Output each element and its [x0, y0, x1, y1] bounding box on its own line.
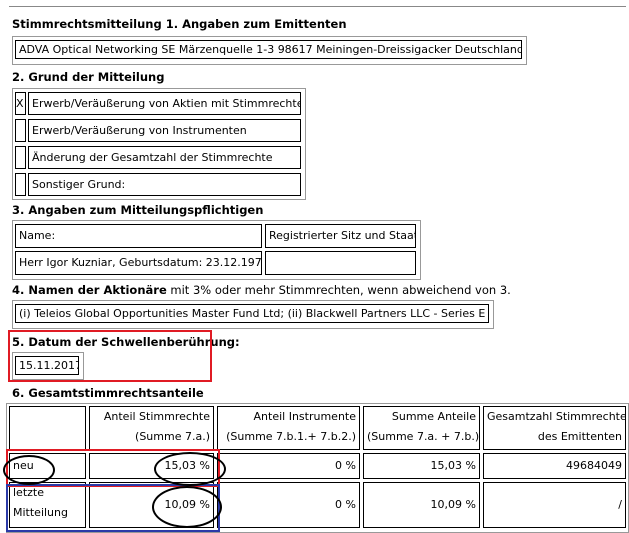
- seat-value: [265, 251, 416, 275]
- circle-last-voting: [152, 486, 222, 528]
- section4-title-rest: mit 3% oder mehr Stimmrechten, wenn abwe…: [166, 283, 511, 297]
- section5-title: 5. Datum der Schwellenberührung:: [12, 335, 240, 349]
- reason-label-1: Erwerb/Veräußerung von Aktien mit Stimmr…: [28, 92, 301, 115]
- reason-label-3: Änderung der Gesamtzahl der Stimmrechte: [28, 146, 301, 169]
- issuer-frame: ADVA Optical Networking SE Märzenquelle …: [12, 36, 527, 65]
- row-last-instruments: 0 %: [217, 482, 360, 528]
- section4-title: 4. Namen der Aktionäre mit 3% oder mehr …: [12, 283, 511, 297]
- header-total-line1: Summe Anteile: [391, 410, 476, 423]
- header-total: Summe Anteile (Summe 7.a. + 7.b.): [363, 406, 480, 450]
- reason-label-4: Sonstiger Grund:: [28, 173, 301, 196]
- row-new-total: 15,03 %: [363, 453, 480, 479]
- issuer-value: ADVA Optical Networking SE Märzenquelle …: [15, 40, 522, 59]
- row-new-count: 49684049: [483, 453, 626, 479]
- row-last-count: /: [483, 482, 626, 528]
- header-instruments-line1: Anteil Instrumente: [253, 410, 356, 423]
- threshold-date: 15.11.2017: [15, 356, 79, 375]
- section1-title: Stimmrechtsmitteilung 1. Angaben zum Emi…: [12, 17, 347, 31]
- shareholders-value: (i) Teleios Global Opportunities Master …: [15, 304, 489, 323]
- name-value: Herr Igor Kuzniar, Geburtsdatum: 23.12.1…: [15, 251, 262, 275]
- reason-label-2: Erwerb/Veräußerung von Instrumenten: [28, 119, 301, 142]
- row-new-instruments: 0 %: [217, 453, 360, 479]
- circle-new-label: [3, 455, 55, 485]
- red-highlight-date: [8, 330, 212, 382]
- section2-title: 2. Grund der Mitteilung: [12, 70, 165, 84]
- seat-label: Registrierter Sitz und Staat:: [265, 224, 416, 248]
- section6-title: 6. Gesamtstimmrechtsanteile: [12, 386, 204, 400]
- reason-check-1: X: [15, 92, 26, 115]
- notifier-table: Name: Registrierter Sitz und Staat: Herr…: [12, 220, 421, 280]
- row-last-label-line2: Mitteilung: [13, 506, 68, 519]
- reason-check-2: [15, 119, 26, 142]
- shareholders-frame: (i) Teleios Global Opportunities Master …: [12, 300, 494, 329]
- totals-table: Anteil Stimmrechte (Summe 7.a.) Anteil In…: [6, 403, 629, 533]
- reason-table: X Erwerb/Veräußerung von Aktien mit Stim…: [12, 88, 306, 200]
- reason-check-4: [15, 173, 26, 196]
- threshold-date-frame: 15.11.2017: [12, 352, 84, 380]
- header-voting-line1: Anteil Stimmrechte: [103, 410, 210, 423]
- header-voting-line2: (Summe 7.a.): [135, 430, 210, 443]
- circle-new-voting: [154, 452, 226, 486]
- section4-title-bold: 4. Namen der Aktionäre: [12, 283, 167, 297]
- header-count-line2: des Emittenten: [537, 430, 622, 443]
- header-count: Gesamtzahl Stimmrechte des Emittenten: [483, 406, 626, 450]
- header-empty: [9, 406, 86, 450]
- row-last-total: 10,09 %: [363, 482, 480, 528]
- reason-check-3: [15, 146, 26, 169]
- header-voting: Anteil Stimmrechte (Summe 7.a.): [89, 406, 214, 450]
- header-instruments-line2: (Summe 7.b.1.+ 7.b.2.): [226, 430, 356, 443]
- top-divider: [9, 6, 626, 7]
- name-label: Name:: [15, 224, 262, 248]
- section3-title: 3. Angaben zum Mitteilungspflichtigen: [12, 203, 264, 217]
- header-total-line2: (Summe 7.a. + 7.b.): [367, 430, 480, 443]
- row-last-label: letzte Mitteilung: [9, 482, 86, 528]
- header-count-line1: Gesamtzahl Stimmrechte: [487, 410, 626, 423]
- header-instruments: Anteil Instrumente (Summe 7.b.1.+ 7.b.2.): [217, 406, 360, 450]
- row-last-label-line1: letzte: [13, 486, 44, 499]
